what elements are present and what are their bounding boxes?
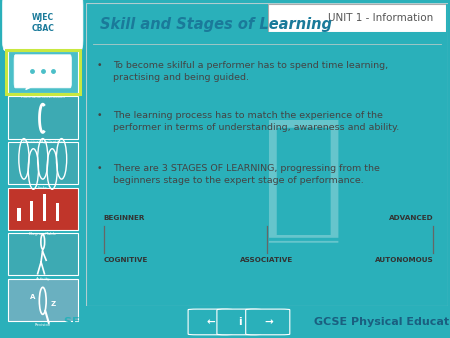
Text: There are 3 STAGES OF LEARNING, progressing from the
beginners stage to the expe: There are 3 STAGES OF LEARNING, progress…: [112, 164, 379, 185]
FancyBboxPatch shape: [268, 4, 446, 32]
Text: UNIT 1 - Information: UNIT 1 - Information: [328, 13, 433, 23]
Text: Links: Links: [38, 186, 48, 190]
Text: Skill and Stages of Learning: Skill and Stages of Learning: [100, 17, 332, 32]
Text: Information/Discussion: Information/Discussion: [20, 95, 65, 99]
Text: A: A: [30, 294, 35, 300]
Text: Practical Application: Practical Application: [23, 140, 63, 144]
Text: i: i: [238, 317, 242, 327]
FancyBboxPatch shape: [8, 96, 78, 139]
Bar: [17, 208, 21, 221]
Text: BEGINNER: BEGINNER: [104, 215, 145, 221]
FancyBboxPatch shape: [188, 309, 232, 335]
FancyBboxPatch shape: [8, 51, 78, 93]
Bar: [30, 201, 33, 221]
Text: ←: ←: [207, 317, 216, 327]
Text: AUTONOMOUS: AUTONOMOUS: [374, 258, 433, 264]
Text: →: →: [264, 317, 273, 327]
FancyBboxPatch shape: [8, 188, 78, 230]
Text: Activity: Activity: [36, 277, 50, 281]
Text: COGNITIVE: COGNITIVE: [104, 258, 148, 264]
Text: 🏃: 🏃: [261, 111, 345, 246]
Text: •: •: [96, 164, 102, 173]
Text: The learning process has to match the experience of the
performer in terms of un: The learning process has to match the ex…: [112, 111, 399, 132]
Text: Z: Z: [50, 301, 56, 307]
Bar: [43, 194, 46, 221]
FancyBboxPatch shape: [8, 233, 78, 275]
Text: SECTION B: SECTION B: [63, 317, 130, 327]
Polygon shape: [26, 83, 39, 90]
Text: To become skilful a performer has to spend time learning,
practising and being g: To become skilful a performer has to spe…: [112, 61, 388, 82]
Text: ASSOCIATIVE: ASSOCIATIVE: [240, 258, 293, 264]
FancyBboxPatch shape: [8, 142, 78, 184]
FancyBboxPatch shape: [8, 279, 78, 321]
Text: ADVANCED: ADVANCED: [389, 215, 433, 221]
FancyBboxPatch shape: [14, 55, 72, 88]
Text: Diagram/Table: Diagram/Table: [29, 232, 57, 236]
FancyBboxPatch shape: [246, 309, 290, 335]
Text: WJEC
CBAC: WJEC CBAC: [32, 13, 54, 33]
Text: Revision: Revision: [35, 323, 51, 327]
Text: •: •: [96, 61, 102, 70]
Text: GCSE Physical Education: GCSE Physical Education: [314, 317, 450, 327]
Bar: [56, 203, 59, 221]
FancyBboxPatch shape: [3, 0, 83, 51]
Text: •: •: [96, 111, 102, 120]
FancyBboxPatch shape: [217, 309, 261, 335]
